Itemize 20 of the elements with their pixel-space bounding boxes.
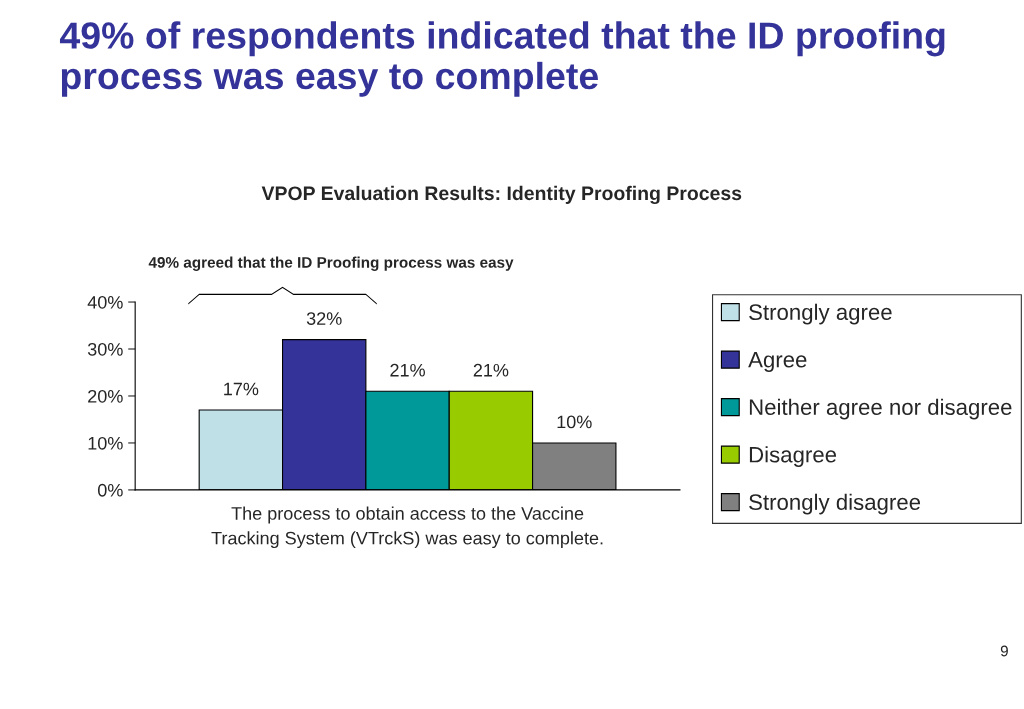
text: 21% xyxy=(473,363,509,377)
text: 9 xyxy=(1000,645,1008,657)
legend-label: Neither agree nor disagree xyxy=(749,398,1012,420)
text: 10% xyxy=(557,415,592,429)
y-tick-label: 10% xyxy=(88,436,123,450)
legend-label: Disagree xyxy=(749,446,837,467)
legend-label: Strongly agree xyxy=(749,303,892,325)
y-tick-label: 0% xyxy=(97,483,123,497)
text: 17% xyxy=(224,382,259,396)
y-tick-label: 30% xyxy=(87,342,123,356)
text: 49% agreed that the ID Proofing process was easy xyxy=(148,256,514,271)
y-tick-label: 40% xyxy=(87,295,123,309)
chart-subtitle: VPOP Evaluation Results: Identity Proofing Process xyxy=(261,185,742,205)
text: 32% xyxy=(306,312,342,325)
legend-label: Agree xyxy=(748,352,807,372)
chart-title: 49% of respondents indicated that the ID proofing process was easy to complete xyxy=(59,21,945,97)
x-tick-label: The process to obtain access to the Vaccine Tracking System (VTrckS) was easy to complete. xyxy=(211,506,603,549)
legend-label: Strongly disagree xyxy=(749,493,921,515)
y-tick-label: 20% xyxy=(88,389,123,403)
text: 21% xyxy=(390,363,425,377)
